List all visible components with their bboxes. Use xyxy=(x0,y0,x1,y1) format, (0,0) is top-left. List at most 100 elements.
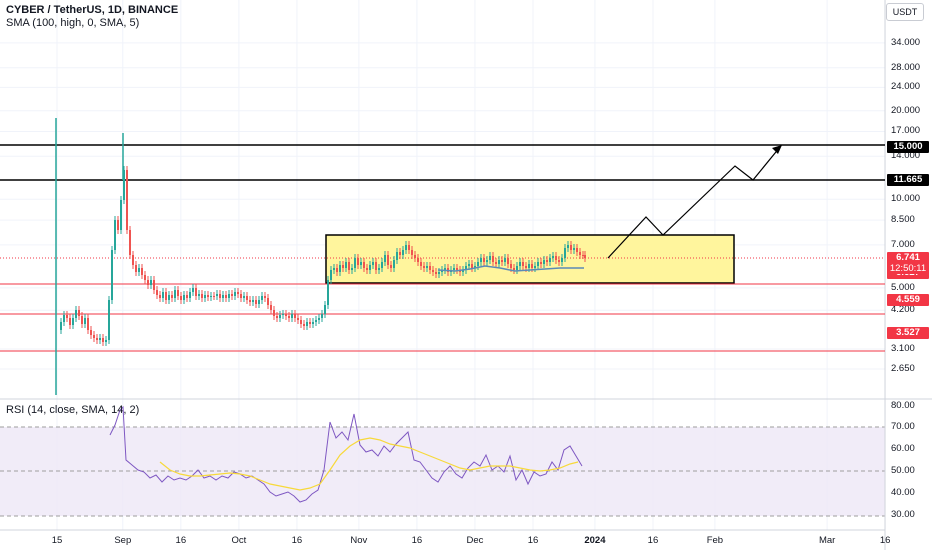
candle-body xyxy=(111,250,113,300)
candle-body xyxy=(303,324,305,326)
candle-body xyxy=(192,288,194,292)
candle-body xyxy=(234,292,236,296)
candle-body xyxy=(420,262,422,266)
candle-body xyxy=(318,318,320,320)
candle-body xyxy=(549,258,551,262)
rsi-line xyxy=(109,405,583,503)
candle-body xyxy=(444,268,446,270)
countdown-timer: 12:50:11 xyxy=(889,263,927,274)
time-tick-label: 16 xyxy=(411,535,423,546)
candle-body xyxy=(396,252,398,260)
candle-body xyxy=(567,245,569,248)
rsi-tick-label: 80.00 xyxy=(891,400,915,411)
candle-body xyxy=(237,292,239,294)
rsi-ma-line xyxy=(159,437,579,491)
candle-body xyxy=(555,256,557,260)
candle-body xyxy=(225,295,227,298)
candle-body xyxy=(354,258,356,268)
current-price-tag: 6.741 12:50:11 xyxy=(887,252,929,274)
candle-body xyxy=(498,260,500,264)
candle-body xyxy=(177,290,179,296)
candle-body xyxy=(399,252,401,255)
currency-button[interactable]: USDT xyxy=(886,3,924,21)
candle-body xyxy=(195,288,197,296)
candle-body xyxy=(258,300,260,304)
candle-body xyxy=(246,296,248,300)
candle-body xyxy=(183,295,185,300)
candle-body xyxy=(144,275,146,280)
candle-body xyxy=(513,268,515,270)
candle-body xyxy=(537,262,539,266)
candle-body xyxy=(417,258,419,262)
candle-body xyxy=(96,338,98,340)
candle-body xyxy=(528,264,530,268)
candle-body xyxy=(327,280,329,305)
projection-arrowhead xyxy=(772,145,782,154)
candle-body xyxy=(351,268,353,270)
price-tick-label: 34.000 xyxy=(891,36,921,48)
candle-body xyxy=(297,318,299,320)
time-tick-label: 16 xyxy=(175,535,187,546)
candle-body xyxy=(141,268,143,275)
candle-body xyxy=(492,256,494,262)
candle-body xyxy=(363,262,365,268)
price-tick-label: 24.000 xyxy=(891,81,921,93)
candle-body xyxy=(231,294,233,296)
candle-body xyxy=(117,220,119,230)
candle-body xyxy=(345,262,347,268)
candle-body xyxy=(135,265,137,272)
candle-body xyxy=(516,266,518,270)
sma-legend[interactable]: SMA (100, high, 0, SMA, 5) xyxy=(6,17,140,29)
candle-body xyxy=(525,266,527,268)
rsi-tick-label: 70.00 xyxy=(891,421,915,432)
candle-body xyxy=(216,294,218,296)
candle-body xyxy=(282,314,284,315)
candle-body xyxy=(546,260,548,262)
candle-body xyxy=(462,270,464,272)
symbol-legend[interactable]: CYBER / TetherUS, 1D, BINANCE xyxy=(6,4,179,16)
rsi-tick-label: 30.00 xyxy=(891,509,915,520)
projection-path[interactable] xyxy=(607,146,781,259)
candle-body xyxy=(342,265,344,268)
candle-body xyxy=(306,322,308,326)
candle-body xyxy=(558,260,560,262)
candle-body xyxy=(87,318,89,330)
candle-body xyxy=(213,296,215,297)
candle-body xyxy=(384,255,386,262)
rsi-legend[interactable]: RSI (14, close, SMA, 14, 2) xyxy=(6,404,140,416)
candle-body xyxy=(132,255,134,265)
candle-body xyxy=(534,266,536,268)
candle-body xyxy=(147,280,149,285)
candle-body xyxy=(168,295,170,300)
price-tag: 3.527 xyxy=(887,326,929,339)
candle-body xyxy=(189,292,191,298)
candle-body xyxy=(273,310,275,316)
candle-body xyxy=(312,322,314,324)
candle-body xyxy=(402,250,404,255)
candle-body xyxy=(165,292,167,300)
candle-body xyxy=(381,262,383,268)
candle-body xyxy=(501,260,503,262)
candle-body xyxy=(261,296,263,300)
candle-body xyxy=(90,330,92,335)
candle-body xyxy=(474,266,476,268)
candle-body xyxy=(66,315,68,318)
candle-body xyxy=(570,245,572,250)
candle-body xyxy=(438,272,440,274)
candle-body xyxy=(414,255,416,258)
candle-body xyxy=(201,294,203,298)
candle-body xyxy=(486,260,488,262)
candle-body xyxy=(123,170,125,200)
candle-body xyxy=(573,248,575,250)
candle-body xyxy=(60,322,62,330)
candle-body xyxy=(138,268,140,272)
candle-body xyxy=(114,220,116,250)
candle-body xyxy=(99,338,101,340)
candle-body xyxy=(171,295,173,298)
candle-body xyxy=(255,300,257,304)
candle-body xyxy=(369,265,371,270)
candle-body xyxy=(576,248,578,252)
candle-body xyxy=(279,315,281,318)
candle-body xyxy=(288,316,290,318)
